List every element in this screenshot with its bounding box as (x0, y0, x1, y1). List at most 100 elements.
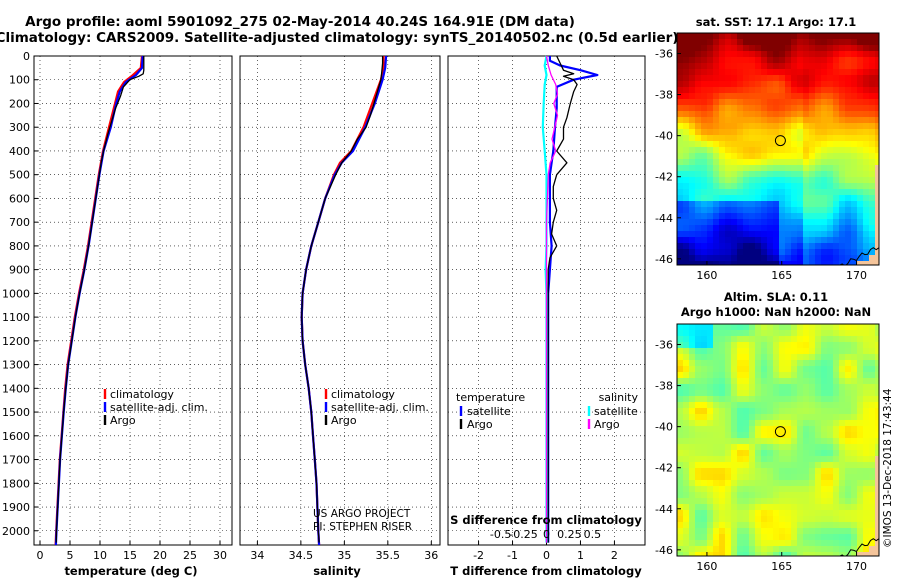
map-cell (737, 540, 744, 547)
map-cell (773, 486, 780, 493)
map-cell (833, 504, 840, 511)
map-cell (821, 261, 828, 268)
map-cell (719, 480, 726, 487)
map-cell (695, 57, 702, 64)
map-cell (761, 207, 768, 214)
map-cell (779, 147, 786, 154)
map-cell (713, 135, 720, 142)
map-cell (767, 183, 774, 190)
map-cell (803, 540, 810, 547)
map-cell (845, 111, 852, 118)
map-cell (827, 444, 834, 451)
map-cell (689, 231, 696, 238)
map-cell (761, 492, 768, 499)
map-cell (701, 123, 708, 130)
map-cell (725, 348, 732, 355)
map-cell (875, 141, 882, 148)
map-cell (719, 261, 726, 268)
map-cell (743, 159, 750, 166)
map-cell (791, 213, 798, 220)
map-cell (689, 480, 696, 487)
map-cell (731, 444, 738, 451)
map-cell (869, 33, 876, 40)
map-cell (797, 366, 804, 373)
map-cell (749, 51, 756, 58)
map-cell (695, 255, 702, 262)
map-cell (689, 534, 696, 541)
map-cell (677, 474, 684, 481)
map-cell (701, 33, 708, 40)
map-cell (731, 330, 738, 337)
map-cell (809, 456, 816, 463)
map-cell (677, 384, 684, 391)
map-cell (755, 396, 762, 403)
map-cell (707, 432, 714, 439)
map-cell (689, 330, 696, 337)
map-cell (761, 249, 768, 256)
map-cell (839, 213, 846, 220)
map-cell (785, 510, 792, 517)
map-cell (677, 39, 684, 46)
map-cell (779, 243, 786, 250)
map-cell (749, 57, 756, 64)
map-cell (761, 510, 768, 517)
map-cell (851, 141, 858, 148)
map-cell (689, 528, 696, 535)
map-cell (689, 402, 696, 409)
map-cell (755, 99, 762, 106)
map-cell (803, 420, 810, 427)
map-cell (815, 492, 822, 499)
map-cell (845, 414, 852, 421)
map-cell (701, 384, 708, 391)
map-cell (869, 147, 876, 154)
map-cell (875, 195, 882, 202)
map-cell (701, 129, 708, 136)
map-cell (821, 522, 828, 529)
map-cell (695, 177, 702, 184)
map-cell (689, 153, 696, 160)
map-cell (755, 330, 762, 337)
map-cell (875, 99, 882, 106)
map-cell (791, 540, 798, 547)
map-cell (815, 45, 822, 52)
map-cell (719, 348, 726, 355)
map-cell (677, 243, 684, 250)
map-cell (683, 354, 690, 361)
map-cell (779, 414, 786, 421)
map-cell (713, 474, 720, 481)
map-cell (833, 219, 840, 226)
map-cell (761, 231, 768, 238)
map-cell (731, 516, 738, 523)
map-cell (839, 396, 846, 403)
map-cell (791, 504, 798, 511)
map-cell (761, 450, 768, 457)
map-cell (845, 540, 852, 547)
map-cell (731, 189, 738, 196)
map-cell (803, 396, 810, 403)
map-cell (857, 171, 864, 178)
map-cell (863, 426, 870, 433)
map-cell (725, 360, 732, 367)
map-cell (827, 384, 834, 391)
map-cell (785, 468, 792, 475)
map-cell (839, 486, 846, 493)
map-cell (767, 219, 774, 226)
map-cell (791, 324, 798, 331)
map-cell (815, 231, 822, 238)
map-cell (761, 438, 768, 445)
map-cell (773, 468, 780, 475)
map-cell (707, 474, 714, 481)
map-cell (719, 486, 726, 493)
map-cell (695, 75, 702, 82)
map-cell (809, 348, 816, 355)
map-cell (695, 336, 702, 343)
map-cell (803, 63, 810, 70)
map-cell (839, 123, 846, 130)
map-cell (719, 81, 726, 88)
map-cell (761, 213, 768, 220)
map-cell (821, 243, 828, 250)
map-cell (797, 261, 804, 268)
map-cell (803, 183, 810, 190)
map-cell (791, 528, 798, 535)
map-cell (725, 75, 732, 82)
